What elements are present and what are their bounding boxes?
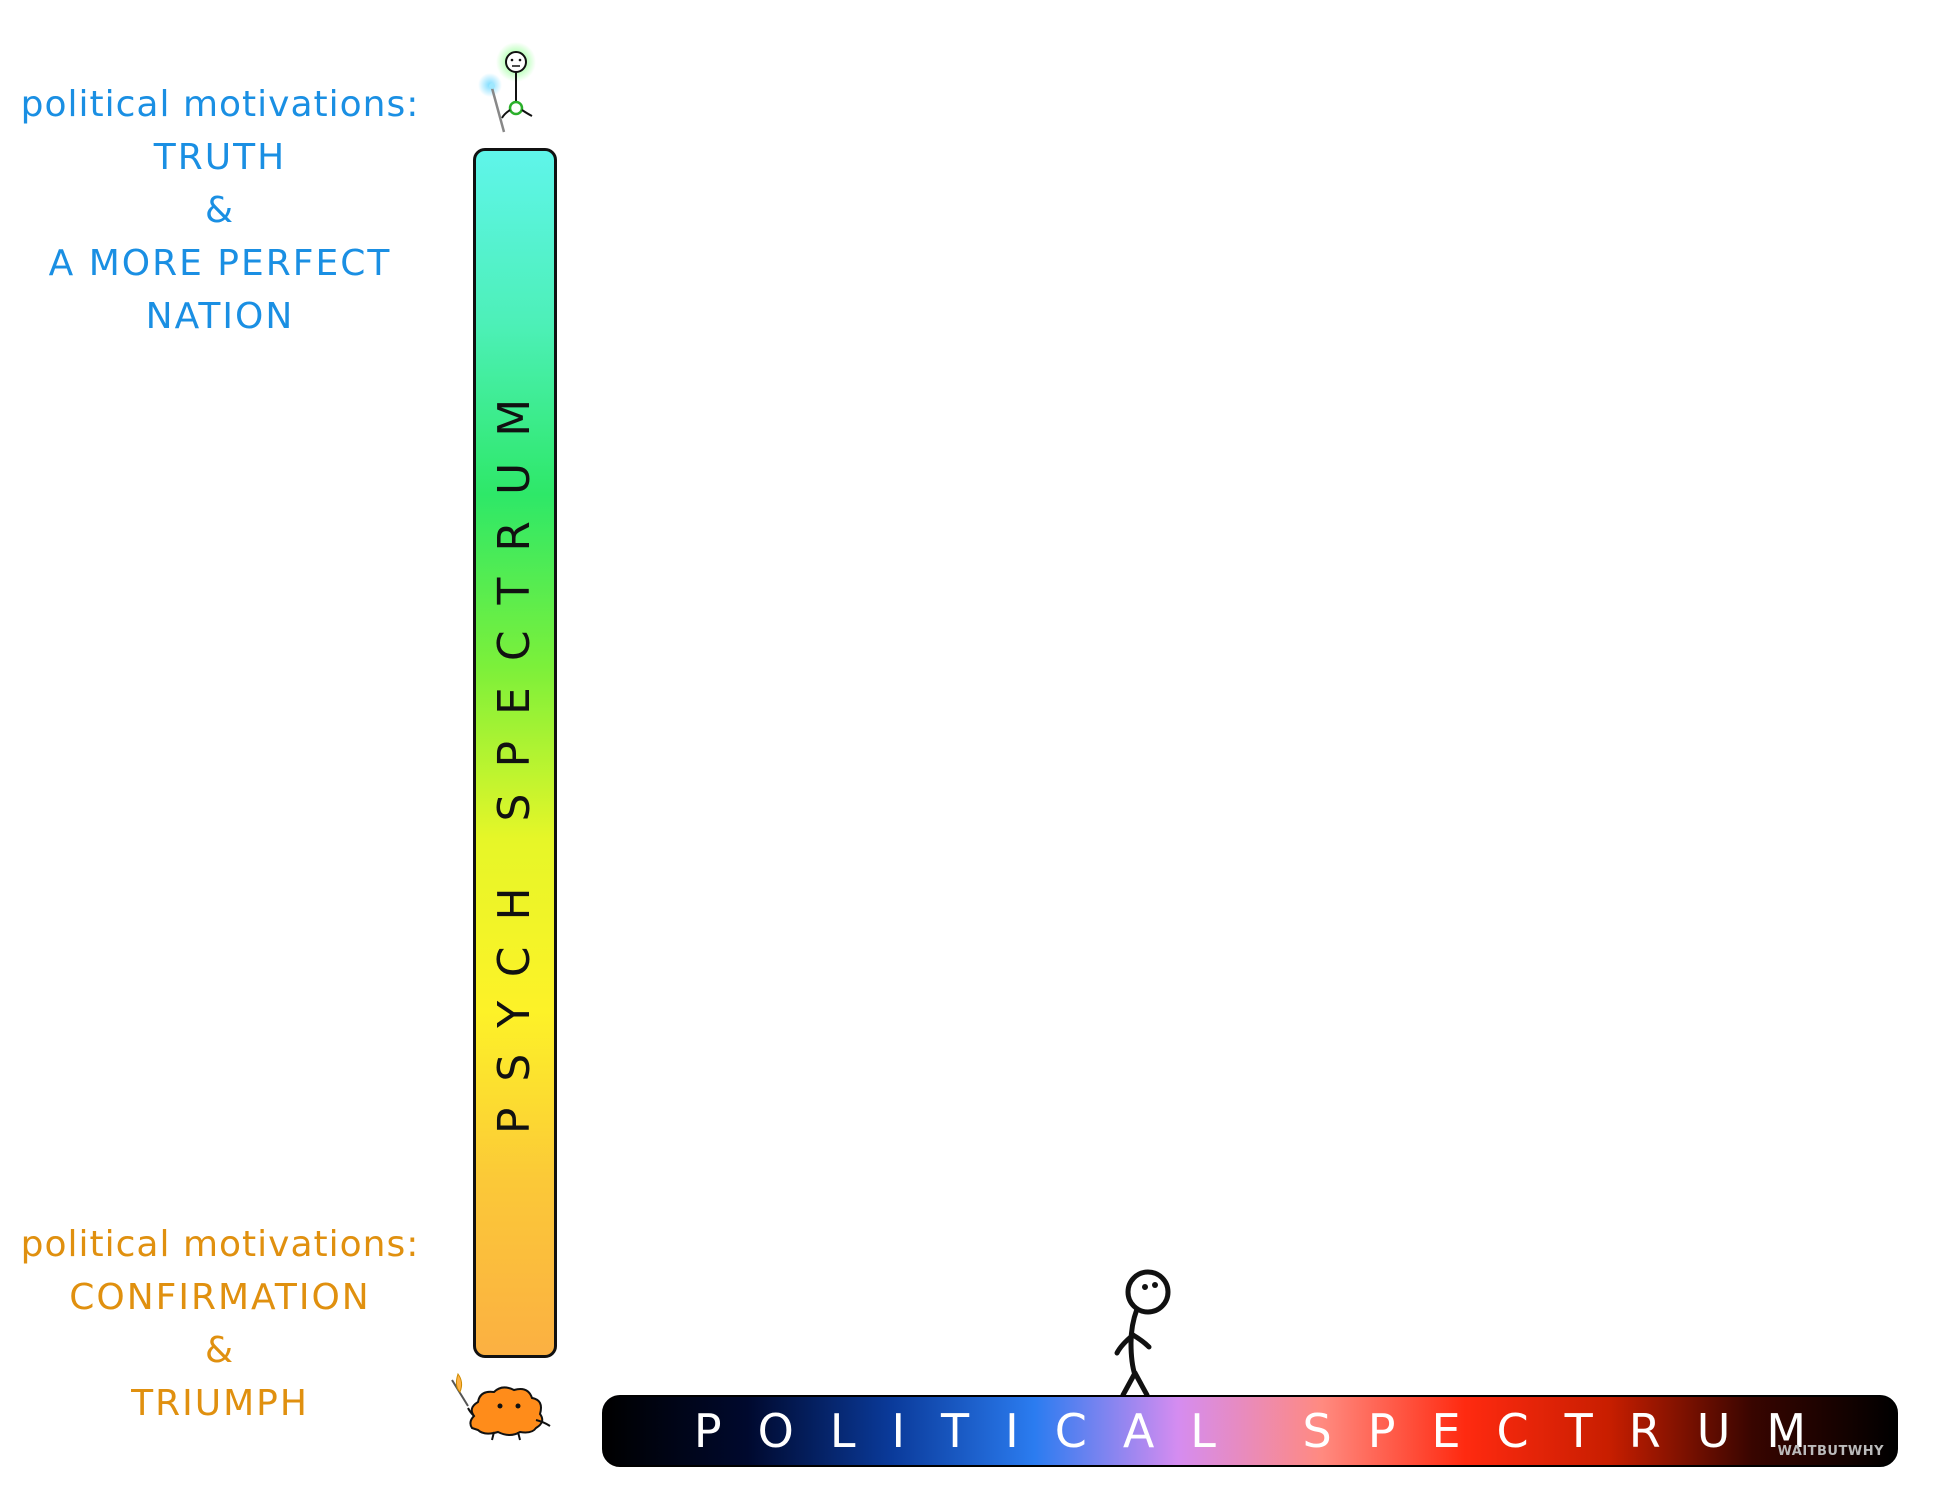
- higher-mind-labels: political motivations: TRUTH & A MORE PE…: [0, 78, 440, 343]
- top-heading: political motivations:: [20, 84, 420, 125]
- psych-spectrum-bar: PSYCH SPECTRUM: [473, 148, 557, 1358]
- enlightened-stick-figure-icon: [478, 42, 536, 133]
- top-line-truth: TRUTH: [153, 137, 287, 178]
- top-line-nation: NATION: [145, 296, 295, 337]
- political-spectrum-label: POLITICAL SPECTRUM: [693, 1404, 1843, 1458]
- bottom-line-confirmation: CONFIRMATION: [69, 1277, 371, 1318]
- political-spectrum-bar: POLITICAL SPECTRUM WAITBUTWHY: [602, 1395, 1898, 1467]
- top-line-perfect: A MORE PERFECT: [48, 243, 392, 284]
- top-line-ampersand: &: [204, 190, 236, 231]
- primitive-mind-creature-icon: [451, 1372, 551, 1441]
- stick-figure-icon: [1114, 1269, 1171, 1398]
- bottom-line-triumph: TRIUMPH: [131, 1383, 309, 1424]
- psych-spectrum-label: PSYCH SPECTRUM: [489, 372, 541, 1134]
- bottom-line-ampersand: &: [204, 1330, 236, 1371]
- bottom-heading: political motivations:: [20, 1224, 420, 1265]
- primitive-mind-labels: political motivations: CONFIRMATION & TR…: [0, 1218, 440, 1430]
- watermark-text: WAITBUTWHY: [1777, 1444, 1884, 1459]
